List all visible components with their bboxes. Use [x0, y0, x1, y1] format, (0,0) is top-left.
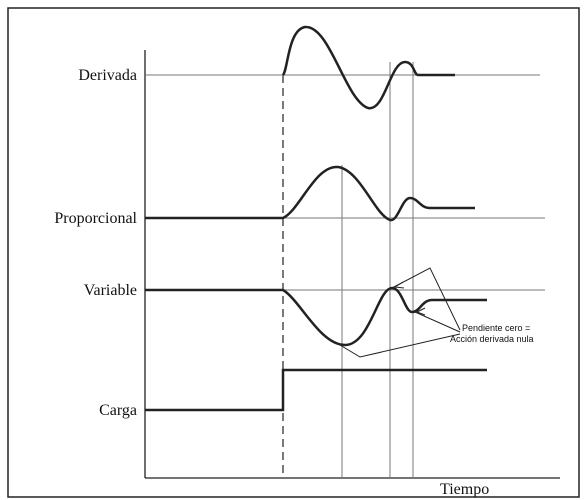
annotation: Acción derivada nula	[450, 334, 534, 344]
label: Carga	[99, 402, 137, 419]
variable-curve	[145, 286, 487, 347]
annotation-arrows	[339, 267, 461, 358]
annotation: Pendiente cero =	[462, 323, 530, 333]
frame	[7, 7, 580, 498]
label: Derivada	[78, 67, 137, 84]
time-label: Tiempo	[440, 481, 489, 498]
label: Variable	[84, 282, 137, 299]
label: Proporcional	[54, 210, 137, 227]
load-curve	[145, 368, 487, 412]
proportional-curve	[145, 165, 475, 222]
derivative-curve	[281, 25, 455, 110]
